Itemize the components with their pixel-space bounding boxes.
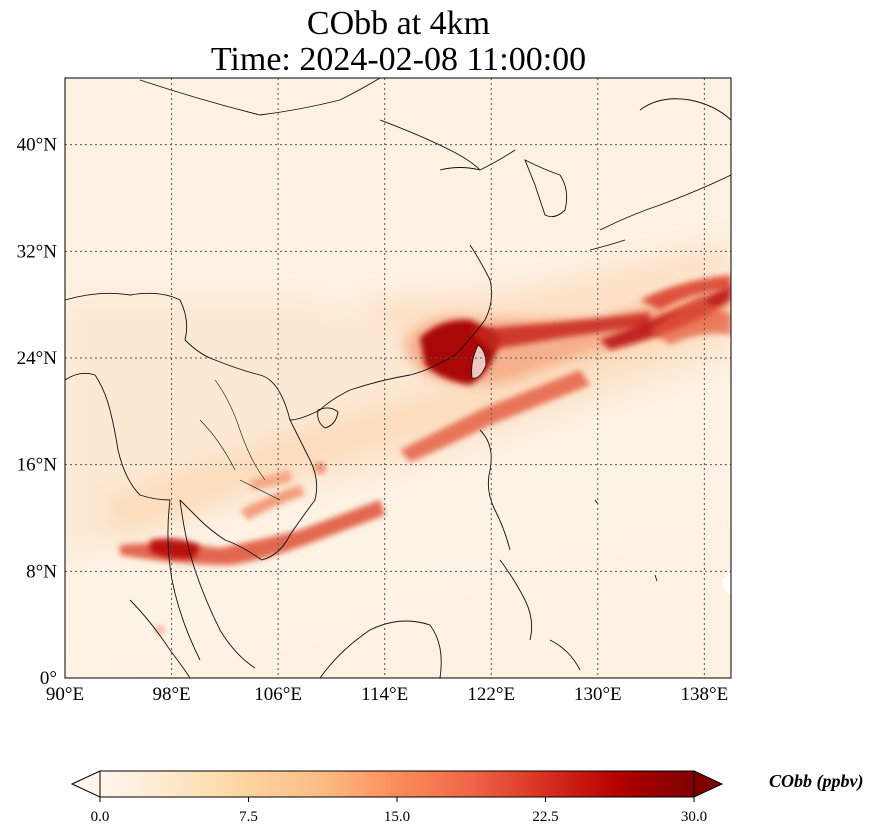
colorbar-label: CObb (ppbv) — [769, 771, 863, 792]
latitude-axis: 0° 8°N 16°N 24°N 32°N 40°N — [17, 135, 58, 689]
lon-tick-label: 122°E — [467, 684, 515, 705]
lon-tick-label: 130°E — [574, 684, 622, 705]
lon-tick-label: 90°E — [46, 684, 84, 705]
gridlines — [65, 78, 731, 678]
missing-data-patch — [722, 572, 731, 595]
colorbar-tick-label: 15.0 — [384, 809, 410, 825]
lat-tick-label: 16°N — [17, 455, 58, 476]
map-plot-area — [65, 78, 731, 678]
lon-tick-label: 98°E — [152, 684, 190, 705]
lon-tick-label: 138°E — [681, 684, 729, 705]
lat-tick-label: 24°N — [17, 348, 58, 369]
smoke-plume-main — [120, 275, 731, 635]
colorbar: 0.0 7.5 15.0 22.5 30.0 CObb (ppbv) — [70, 770, 863, 825]
longitude-axis: 90°E 98°E 106°E 114°E 122°E 130°E 138°E — [46, 684, 728, 705]
lon-tick-label: 114°E — [361, 684, 408, 705]
lon-tick-label: 106°E — [254, 684, 302, 705]
map-title-line2: Time: 2024-02-08 11:00:00 — [210, 41, 587, 78]
lat-tick-label: 40°N — [17, 135, 58, 156]
coastlines — [65, 78, 731, 678]
colorbar-extend-max — [693, 770, 724, 798]
colorbar-tick-label: 22.5 — [532, 809, 558, 825]
colorbar-gradient — [99, 770, 695, 798]
lat-tick-label: 32°N — [17, 241, 58, 262]
lat-tick-label: 8°N — [26, 561, 57, 582]
colorbar-extend-min — [70, 770, 101, 798]
lat-tick-label: 0° — [40, 668, 57, 689]
colorbar-tick-label: 30.0 — [681, 809, 707, 825]
colorbar-tick-label: 7.5 — [239, 809, 258, 825]
map-frame — [64, 77, 732, 679]
map-title-line1: CObb at 4km — [306, 5, 491, 42]
colorbar-tick-label: 0.0 — [91, 809, 110, 825]
